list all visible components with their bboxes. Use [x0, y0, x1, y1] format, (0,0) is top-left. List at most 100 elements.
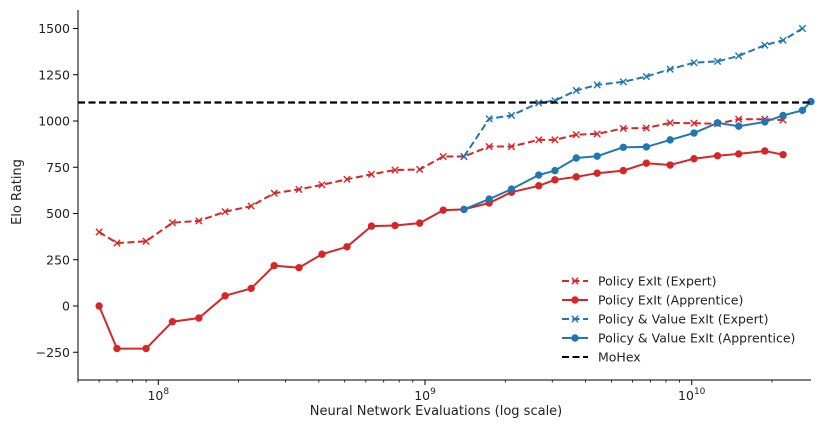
series-line [98, 149, 784, 350]
data-point [391, 221, 399, 230]
axis-ticks: −250 0 250 500 750 1000 1250 1500 108 109 1010 [36, 21, 773, 403]
data-point [713, 57, 722, 66]
data-point [690, 119, 698, 127]
data-point [415, 165, 424, 174]
data-point [779, 150, 787, 159]
data-point [95, 302, 103, 310]
legend-label: Policy & Value ExIt (Apprentice) [598, 331, 795, 346]
series-line [98, 118, 784, 245]
data-point [642, 143, 651, 151]
data-point [142, 237, 150, 245]
data-point [642, 72, 651, 81]
data-point [367, 170, 376, 178]
data-point [247, 202, 255, 210]
data-point [642, 159, 651, 167]
data-point [460, 205, 468, 214]
y-tick-label: 1500 [38, 21, 70, 36]
data-point [690, 129, 698, 137]
data-point [551, 176, 559, 184]
data-point [572, 86, 580, 95]
data-point [619, 78, 628, 86]
data-point [798, 24, 807, 33]
data-point [460, 152, 468, 161]
x-tick-label: 109 [414, 387, 436, 403]
data-point [572, 173, 580, 181]
data-point [195, 217, 203, 225]
y-axis-label: Elo Rating [10, 159, 25, 225]
y-tick-label: 500 [46, 206, 70, 221]
legend-label: Policy ExIt (Apprentice) [598, 293, 743, 308]
data-point [270, 261, 278, 270]
data-point [485, 195, 493, 203]
data-point [551, 166, 559, 175]
legend-item: Policy ExIt (Apprentice) [562, 293, 743, 308]
data-point [735, 115, 743, 123]
legend-item: Policy & Value ExIt (Apprentice) [562, 331, 795, 346]
data-point [690, 59, 698, 67]
series-1 [95, 147, 787, 353]
series-2 [460, 24, 807, 161]
legend-label: MoHex [598, 350, 641, 365]
data-point [168, 219, 177, 227]
data-point [593, 130, 601, 138]
data-point [415, 219, 424, 227]
legend-label: Policy & Value ExIt (Expert) [598, 312, 769, 327]
data-point [779, 111, 787, 120]
legend-item: Policy ExIt (Expert) [562, 274, 717, 289]
data-point [95, 228, 103, 236]
data-point [295, 264, 303, 272]
data-point [535, 171, 543, 179]
data-point [507, 142, 516, 151]
y-tick-label: 750 [46, 160, 70, 175]
y-tick-label: 1000 [38, 114, 70, 129]
data-point [593, 169, 601, 177]
series-line [463, 27, 803, 158]
data-point [551, 136, 559, 144]
series-0 [95, 115, 787, 247]
data-point [571, 315, 579, 323]
data-point [485, 115, 493, 123]
data-point [735, 122, 743, 130]
data-point [247, 284, 255, 293]
data-point [168, 318, 177, 326]
data-point [343, 243, 351, 251]
data-point [593, 81, 601, 89]
data-point [391, 166, 399, 174]
data-point [642, 124, 651, 132]
y-tick-label: −250 [36, 345, 70, 360]
data-point [572, 154, 580, 162]
data-point [666, 136, 674, 144]
data-point [295, 185, 303, 194]
data-point [619, 124, 628, 133]
data-point [535, 136, 543, 144]
data-point [113, 239, 121, 247]
y-tick-label: 1250 [38, 67, 70, 82]
data-point [619, 166, 628, 175]
data-point [318, 181, 326, 189]
data-point [571, 277, 579, 285]
x-tick-label: 108 [147, 387, 169, 403]
legend: Policy ExIt (Expert) Policy ExIt (Apprent… [562, 274, 795, 365]
data-point [113, 344, 121, 353]
data-point [798, 106, 807, 114]
data-point [593, 152, 601, 160]
data-point [666, 65, 674, 73]
series-3 [460, 97, 815, 214]
data-point [318, 250, 326, 258]
data-point [535, 99, 543, 107]
y-tick-label: 0 [62, 299, 70, 314]
data-point [343, 175, 351, 183]
legend-item: MoHex [562, 350, 641, 365]
data-point [367, 222, 376, 230]
data-point [195, 314, 203, 322]
x-axis-label: Neural Network Evaluations (log scale) [310, 404, 563, 419]
series-layer [78, 24, 815, 353]
data-point [485, 142, 493, 151]
data-point [779, 36, 787, 45]
data-point [666, 161, 674, 169]
plot-frame [77, 10, 811, 381]
data-point [507, 111, 516, 120]
data-point [761, 147, 769, 155]
data-point [713, 152, 722, 160]
data-point [270, 189, 278, 197]
